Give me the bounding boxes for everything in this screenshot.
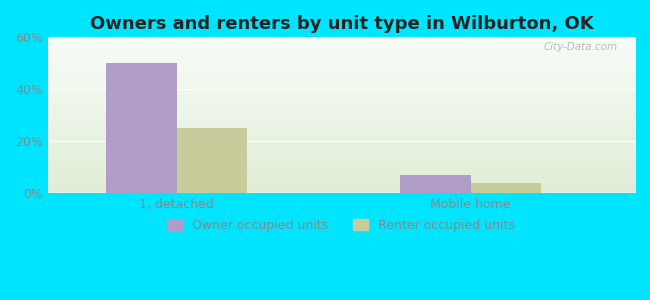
Bar <box>107 63 177 193</box>
Title: Owners and renters by unit type in Wilburton, OK: Owners and renters by unit type in Wilbu… <box>90 15 593 33</box>
Bar <box>400 175 471 193</box>
Legend: Owner occupied units, Renter occupied units: Owner occupied units, Renter occupied un… <box>162 214 521 237</box>
Text: City-Data.com: City-Data.com <box>543 42 618 52</box>
Bar <box>177 128 248 193</box>
Bar <box>471 183 541 193</box>
